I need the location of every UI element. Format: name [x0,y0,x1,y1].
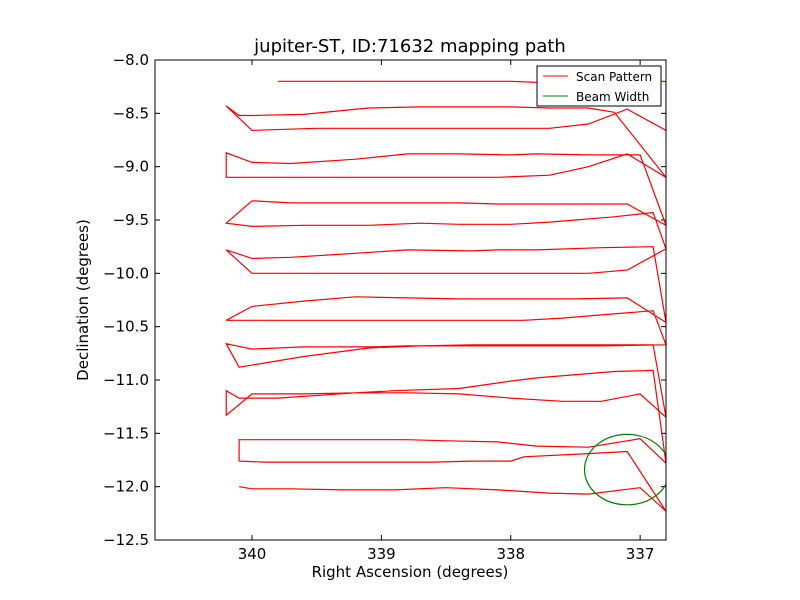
chart-title: jupiter-ST, ID:71632 mapping path [253,36,566,57]
y-tick-label: −9.5 [113,211,149,229]
x-tick-label: 337 [626,545,655,563]
y-tick-label: −9.0 [113,158,149,176]
axis-ticks [155,59,666,541]
plot-area [224,80,666,512]
y-tick-label: −8.0 [113,51,149,69]
legend: Scan Pattern Beam Width [536,65,662,107]
y-axis-label: Declination (degrees) [74,219,92,381]
legend-label-beam-width: Beam Width [576,90,649,104]
x-tick-label: 339 [367,545,396,563]
y-tick-label: −12.5 [103,531,149,549]
y-tick-label: −10.0 [103,264,149,282]
legend-label-scan-pattern: Scan Pattern [576,70,652,84]
beam-width-circle [583,433,666,506]
x-tick-label: 340 [238,545,267,563]
x-axis-label: Right Ascension (degrees) [312,563,509,581]
legend-box [536,65,662,107]
y-tick-label: −11.0 [103,371,149,389]
y-tick-label: −10.5 [103,318,149,336]
scan-pattern-line [224,80,666,512]
y-tick-label: −11.5 [103,424,149,442]
x-tick-labels: 340 339 338 337 [238,545,655,563]
x-tick-label: 338 [496,545,525,563]
y-tick-labels: −8.0 −8.5 −9.0 −9.5 −10.0 −10.5 −11.0 −11.5 −12.… [103,51,149,549]
y-tick-label: −12.0 [103,478,149,496]
axes-frame [154,59,667,541]
y-tick-label: −8.5 [113,104,149,122]
